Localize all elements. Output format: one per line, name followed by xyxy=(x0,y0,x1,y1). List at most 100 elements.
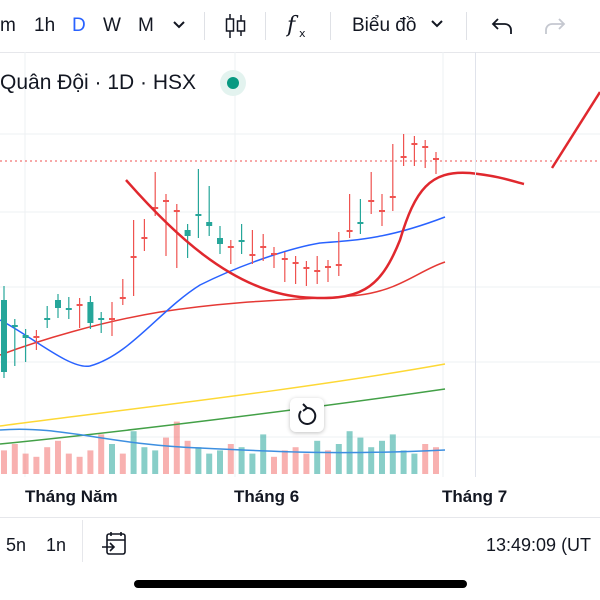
volume-bar xyxy=(152,450,159,474)
chart-canvas[interactable] xyxy=(0,52,600,480)
volume-bar xyxy=(11,444,18,474)
candle-body xyxy=(130,256,137,258)
volume-bar xyxy=(217,450,223,474)
candle-body xyxy=(33,336,40,338)
volume-bar xyxy=(238,447,245,474)
candle-body xyxy=(109,318,115,320)
volume-bar xyxy=(65,453,72,474)
home-indicator xyxy=(134,580,467,588)
candle-body xyxy=(346,230,353,232)
candle-body xyxy=(357,222,364,224)
candle-body xyxy=(195,214,202,216)
candle-body xyxy=(173,210,180,212)
x-axis-label-may: Tháng Năm xyxy=(25,487,118,506)
volume-bar xyxy=(109,444,115,474)
volume-bar xyxy=(271,456,277,474)
chevron-down-icon xyxy=(173,21,185,29)
undo-icon xyxy=(491,18,512,34)
volume-bar xyxy=(130,431,137,474)
toolbar-separator xyxy=(265,12,266,40)
chevron-down-icon xyxy=(431,20,443,28)
candle-body xyxy=(389,196,396,198)
volume-bar xyxy=(195,447,202,474)
volume-bar xyxy=(325,450,331,474)
interval-minutes-button[interactable]: m xyxy=(0,15,16,36)
volume-bar xyxy=(163,437,169,474)
go-to-date-button[interactable] xyxy=(100,530,128,564)
volume-bar xyxy=(22,453,29,474)
volume-bar xyxy=(303,453,310,474)
interval-w-button[interactable]: W xyxy=(103,15,121,36)
bottom-separator xyxy=(82,520,83,562)
refresh-icon xyxy=(298,403,317,425)
candle-body xyxy=(260,246,267,248)
reset-chart-button[interactable] xyxy=(290,398,324,432)
volume-bar xyxy=(184,440,191,474)
candle-body xyxy=(400,156,407,158)
candle-body xyxy=(379,210,385,212)
symbol-title[interactable]: Quân Đội · 1D · HSX xyxy=(0,71,197,94)
volume-bar xyxy=(411,453,418,474)
redo-icon xyxy=(545,18,566,34)
candle-body xyxy=(433,158,439,160)
toolbar-separator xyxy=(466,12,467,40)
candle-body xyxy=(422,146,429,148)
candle-body xyxy=(368,200,375,202)
range-1n-button[interactable]: 1n xyxy=(46,535,67,555)
calendar-arrow-icon xyxy=(102,532,126,555)
redo-button[interactable] xyxy=(543,14,567,46)
candle-body xyxy=(314,270,321,272)
chart-style-button[interactable] xyxy=(224,12,248,48)
volume-bar xyxy=(76,456,83,474)
volume-bar xyxy=(119,453,126,474)
undo-button[interactable] xyxy=(490,14,514,46)
svg-text:x: x xyxy=(299,27,306,40)
volume-bar xyxy=(422,444,429,474)
ma-blue-line xyxy=(0,216,446,367)
candle-body xyxy=(119,297,126,299)
future-time-divider xyxy=(475,52,476,477)
clock-time[interactable]: 13:49:09 (UT xyxy=(486,535,592,555)
candle-body xyxy=(184,230,191,236)
candle-body xyxy=(227,246,234,248)
interval-d-button[interactable]: D xyxy=(72,15,86,36)
breakout-arrow-annotation xyxy=(550,91,600,169)
volume-bar xyxy=(227,444,234,474)
volume-bar xyxy=(389,434,396,474)
ma-red-line xyxy=(0,261,446,356)
candle-body xyxy=(152,207,159,209)
volume-bar xyxy=(44,447,51,474)
candle-body xyxy=(281,258,288,260)
chart-type-menu-button[interactable]: Biểu đồ xyxy=(352,13,444,39)
chart-type-menu-label: Biểu đồ xyxy=(352,15,417,36)
volume-bar xyxy=(379,440,385,474)
range-5n-button[interactable]: 5n xyxy=(6,535,27,555)
bottom-divider xyxy=(0,517,600,518)
indicators-fx-icon: f x xyxy=(285,13,306,40)
candle-body xyxy=(206,222,213,226)
ma-yellow-line xyxy=(0,363,446,427)
interval-1h-button[interactable]: 1h xyxy=(34,15,56,36)
interval-dropdown-button[interactable] xyxy=(172,14,186,40)
volume-bar xyxy=(433,447,439,474)
candle-body xyxy=(325,266,331,268)
market-status-icon[interactable] xyxy=(220,70,246,96)
indicators-button[interactable]: f x xyxy=(285,12,312,48)
volume-bar xyxy=(87,450,94,474)
candle-body xyxy=(163,200,169,202)
volume-bar xyxy=(141,447,148,474)
svg-text:f: f xyxy=(286,13,299,38)
candle-body xyxy=(141,237,148,239)
ma-green-line xyxy=(0,388,446,445)
candle-body xyxy=(249,254,256,256)
volume-bar xyxy=(33,456,40,474)
price-chart[interactable] xyxy=(0,52,600,480)
interval-m-button[interactable]: M xyxy=(138,15,154,36)
candle-body xyxy=(303,267,310,269)
candle-body xyxy=(1,300,7,372)
volume-bar xyxy=(314,440,321,474)
candle-body xyxy=(238,240,245,242)
cup-pattern-annotation xyxy=(125,171,525,300)
candle-body xyxy=(87,302,94,323)
volume-bar xyxy=(292,447,299,474)
